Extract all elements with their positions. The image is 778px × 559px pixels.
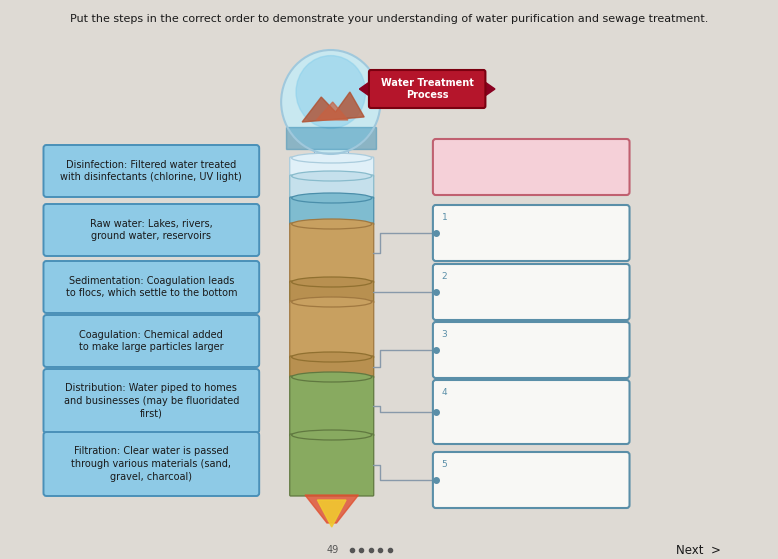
Polygon shape: [317, 500, 346, 527]
Text: 3: 3: [441, 330, 447, 339]
Text: Put the steps in the correct order to demonstrate your understanding of water pu: Put the steps in the correct order to de…: [70, 14, 708, 24]
Polygon shape: [302, 92, 364, 122]
Ellipse shape: [292, 153, 372, 163]
FancyBboxPatch shape: [289, 376, 373, 436]
FancyBboxPatch shape: [44, 369, 259, 433]
FancyBboxPatch shape: [44, 315, 259, 367]
Ellipse shape: [292, 219, 372, 229]
Ellipse shape: [292, 171, 372, 181]
Text: 49: 49: [327, 545, 338, 555]
FancyBboxPatch shape: [369, 70, 485, 108]
Ellipse shape: [292, 297, 372, 307]
Bar: [314, 149, 348, 158]
FancyBboxPatch shape: [433, 380, 629, 444]
Polygon shape: [317, 102, 348, 120]
FancyBboxPatch shape: [433, 264, 629, 320]
Ellipse shape: [292, 352, 372, 362]
Text: Distribution: Water piped to homes
and businesses (may be fluoridated
first): Distribution: Water piped to homes and b…: [64, 383, 239, 419]
FancyBboxPatch shape: [289, 223, 373, 283]
FancyBboxPatch shape: [44, 145, 259, 197]
Text: Raw water: Lakes, rivers,
ground water, reservoirs: Raw water: Lakes, rivers, ground water, …: [90, 219, 212, 241]
Text: 1: 1: [441, 213, 447, 222]
Ellipse shape: [292, 372, 372, 382]
Text: Next  >: Next >: [676, 543, 721, 557]
FancyBboxPatch shape: [44, 432, 259, 496]
FancyBboxPatch shape: [433, 322, 629, 378]
Ellipse shape: [292, 430, 372, 440]
Text: 4: 4: [441, 388, 447, 397]
FancyBboxPatch shape: [44, 261, 259, 313]
Text: Filtration: Clear water is passed
through various materials (sand,
gravel, charc: Filtration: Clear water is passed throug…: [72, 446, 231, 482]
FancyBboxPatch shape: [433, 205, 629, 261]
Text: 2: 2: [441, 272, 447, 281]
Text: 5: 5: [441, 460, 447, 469]
FancyBboxPatch shape: [289, 356, 373, 378]
Polygon shape: [483, 81, 495, 97]
FancyBboxPatch shape: [289, 175, 373, 199]
Text: Sedimentation: Coagulation leads
to flocs, which settle to the bottom: Sedimentation: Coagulation leads to floc…: [65, 276, 237, 299]
Polygon shape: [286, 127, 376, 149]
FancyBboxPatch shape: [289, 434, 373, 496]
Circle shape: [281, 50, 380, 154]
Circle shape: [296, 55, 366, 129]
Text: Water Treatment
Process: Water Treatment Process: [380, 78, 474, 100]
FancyBboxPatch shape: [433, 139, 629, 195]
Polygon shape: [305, 495, 359, 523]
FancyBboxPatch shape: [44, 204, 259, 256]
Ellipse shape: [292, 277, 372, 287]
FancyBboxPatch shape: [289, 197, 373, 225]
FancyBboxPatch shape: [289, 281, 373, 303]
Text: Coagulation: Chemical added
to make large particles larger: Coagulation: Chemical added to make larg…: [79, 330, 223, 352]
Polygon shape: [359, 81, 371, 97]
FancyBboxPatch shape: [289, 301, 373, 358]
Ellipse shape: [292, 193, 372, 203]
FancyBboxPatch shape: [433, 452, 629, 508]
Text: Disinfection: Filtered water treated
with disinfectants (chlorine, UV light): Disinfection: Filtered water treated wit…: [61, 160, 242, 182]
FancyBboxPatch shape: [289, 157, 373, 177]
